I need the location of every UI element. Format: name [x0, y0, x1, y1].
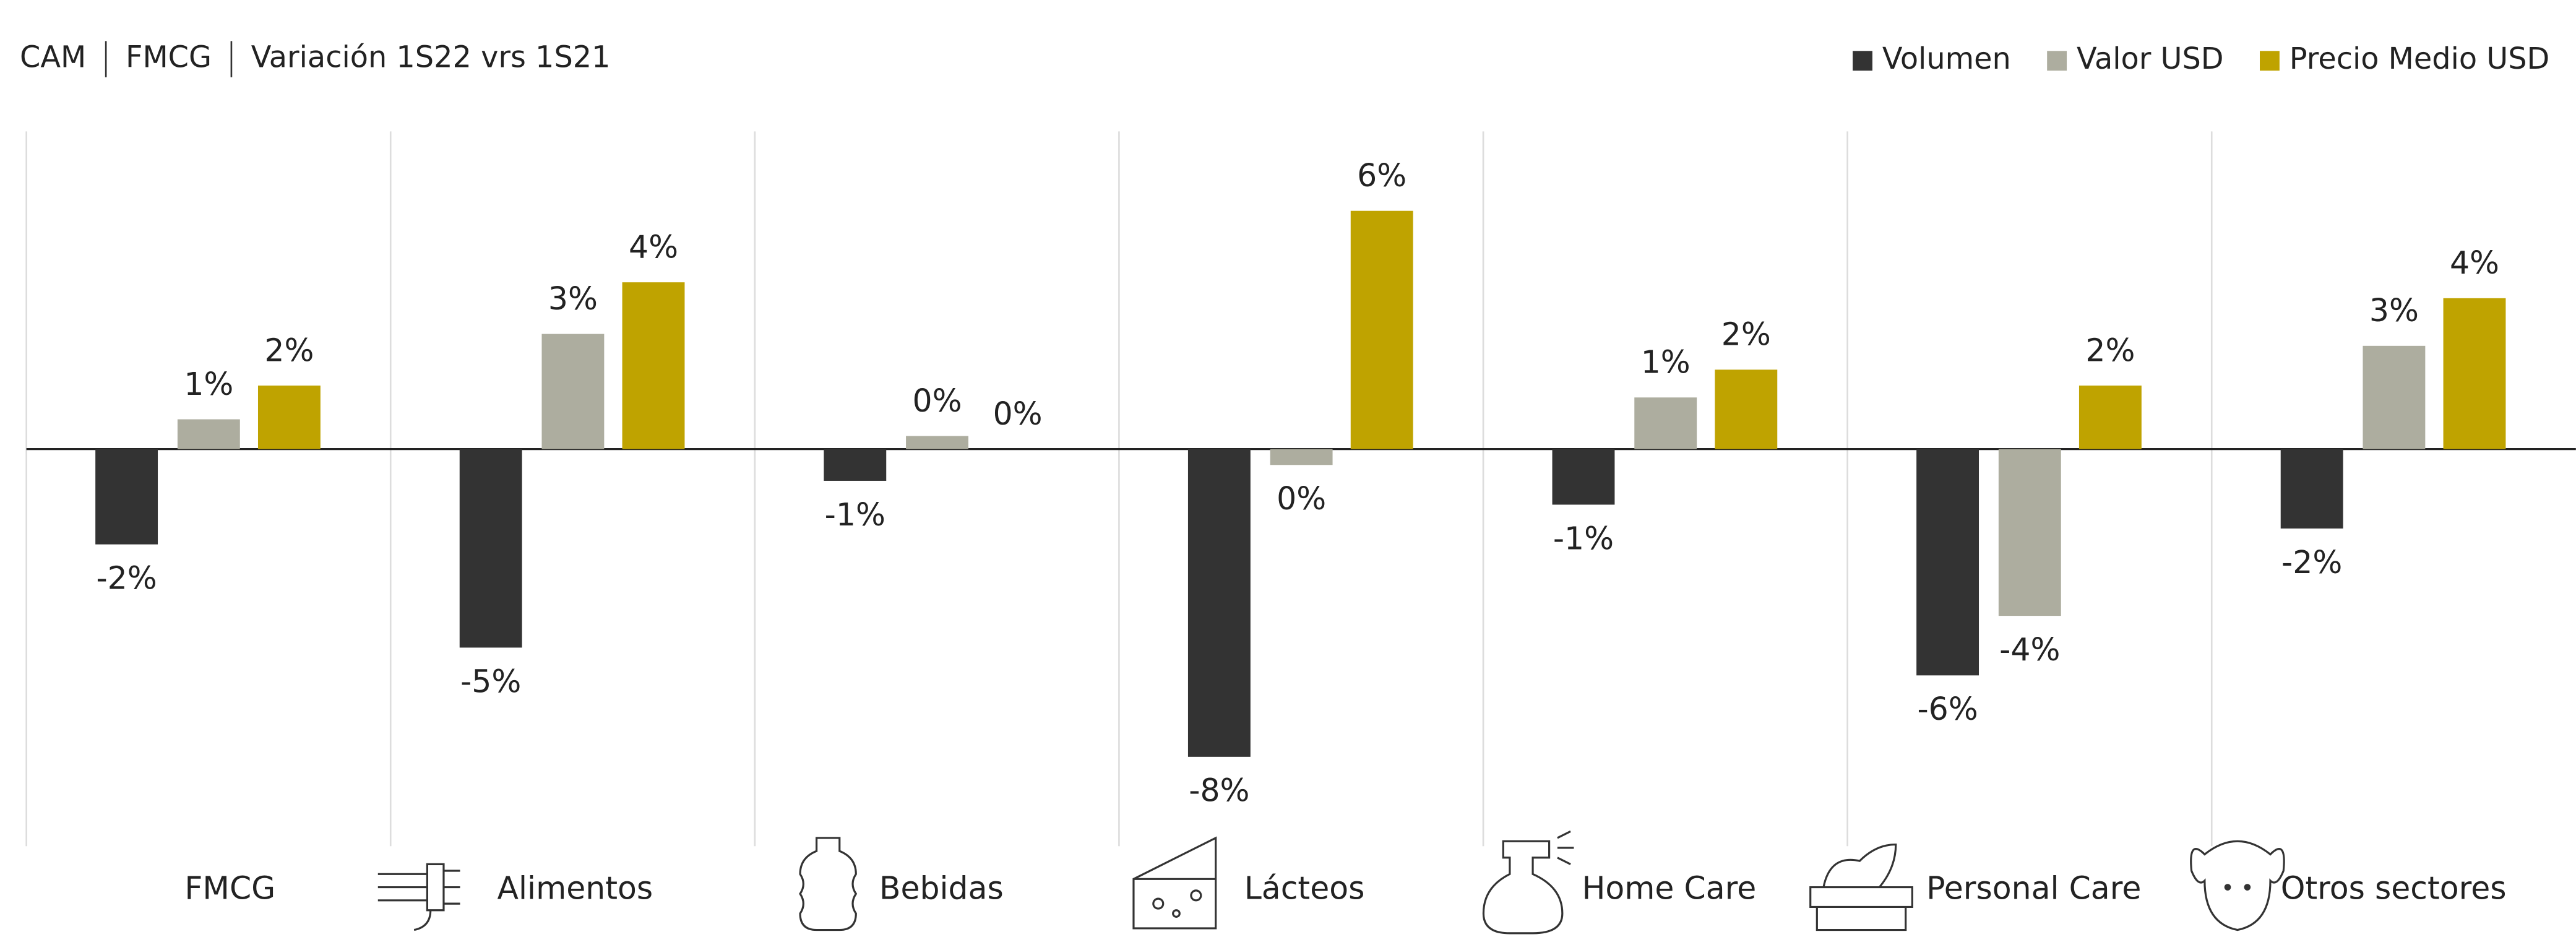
- data-label: 2%: [1721, 316, 1771, 353]
- bar: [1916, 449, 1979, 676]
- icons: [377, 830, 2285, 935]
- data-label: -5%: [460, 663, 521, 699]
- data-label: -8%: [1189, 772, 1249, 809]
- legend-label: Valor USD: [2077, 42, 2224, 76]
- legend-swatch: [1853, 51, 1872, 71]
- data-label: 6%: [1357, 157, 1406, 194]
- x-tick-label: Bebidas: [879, 870, 1004, 906]
- x-tick-label: FMCG: [184, 870, 275, 906]
- bar: [1998, 449, 2061, 616]
- data-label: -6%: [1917, 691, 1978, 727]
- chart-title: FMCG: [126, 41, 212, 75]
- data-label: 2%: [2085, 332, 2135, 368]
- data-label: 4%: [629, 229, 678, 266]
- data-label: -2%: [96, 560, 157, 597]
- bar: [2078, 385, 2142, 449]
- legend-label: Volumen: [1882, 42, 2011, 76]
- chart-title: CAM: [20, 41, 86, 75]
- x-tick-label: Personal Care: [1926, 870, 2141, 906]
- x-tick-label: Lácteos: [1244, 870, 1365, 906]
- data-label: -1%: [825, 496, 885, 533]
- data-label: -2%: [2281, 544, 2342, 581]
- x-tick-label: Home Care: [1582, 870, 1757, 906]
- data-label: 1%: [1641, 344, 1691, 381]
- bar: [459, 449, 522, 648]
- legend-swatch: [2260, 51, 2280, 71]
- x-tick-label: Alimentos: [498, 870, 653, 906]
- bar: [1187, 449, 1251, 757]
- bar: [177, 419, 240, 449]
- legend-swatch: [2047, 51, 2067, 71]
- data-label: 1%: [184, 366, 233, 402]
- bar: [2363, 345, 2426, 449]
- bar: [1270, 449, 1333, 465]
- bar: [1634, 397, 1697, 449]
- data-label: 3%: [548, 280, 598, 317]
- bar: [95, 449, 158, 545]
- bar: [824, 449, 887, 481]
- bar: [257, 385, 321, 449]
- legend-label: Precio Medio USD: [2290, 42, 2550, 76]
- bar: [622, 282, 685, 449]
- bar: [1552, 449, 1615, 505]
- data-label: 0%: [993, 395, 1043, 432]
- data-label: -1%: [1553, 520, 1614, 556]
- x-tick-label: Otros sectores: [2281, 870, 2507, 906]
- bar: [541, 334, 605, 449]
- bar: [2280, 449, 2343, 529]
- data-label: 0%: [1277, 480, 1326, 517]
- bar: [1715, 369, 1778, 449]
- data-label: 2%: [264, 332, 314, 368]
- bar: [1350, 210, 1413, 449]
- data-label: 0%: [913, 382, 962, 419]
- bar: [906, 436, 968, 449]
- chart-title: Variación 1S22 vrs 1S21: [251, 41, 611, 75]
- data-label: 3%: [2369, 292, 2419, 329]
- bar: [2443, 298, 2506, 449]
- data-label: 4%: [2450, 244, 2499, 281]
- data-label: -4%: [1999, 631, 2060, 668]
